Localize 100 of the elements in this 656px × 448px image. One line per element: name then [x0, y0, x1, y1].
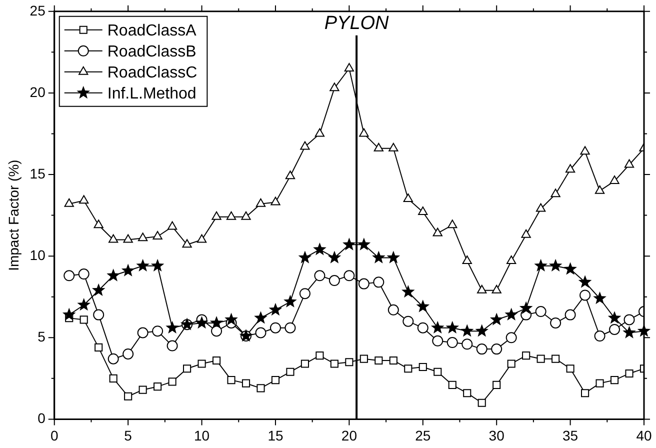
point [446, 320, 460, 334]
legend-label: RoadClassC [107, 64, 198, 82]
point [491, 344, 502, 355]
point [504, 308, 518, 320]
point [242, 379, 250, 388]
point [254, 311, 268, 324]
point [108, 234, 118, 243]
point [328, 275, 340, 286]
point [519, 301, 533, 314]
point [463, 389, 472, 398]
point [536, 354, 545, 363]
point [624, 159, 634, 168]
point [270, 196, 280, 206]
y-tick-label: 10 [30, 246, 46, 263]
point [416, 300, 430, 312]
point [506, 332, 517, 344]
point [373, 276, 384, 288]
point [460, 324, 474, 337]
point [374, 142, 384, 152]
point [136, 258, 150, 272]
point [550, 188, 560, 198]
point [330, 360, 338, 368]
point [432, 335, 444, 346]
point [564, 262, 577, 275]
point [330, 82, 340, 92]
point [402, 316, 414, 327]
point [271, 376, 280, 384]
point [138, 232, 148, 242]
point [78, 268, 90, 280]
point [123, 234, 133, 243]
point [625, 369, 634, 378]
point [109, 374, 118, 382]
point [448, 220, 458, 228]
point [624, 314, 635, 326]
point [195, 316, 208, 329]
point [492, 284, 502, 294]
point [345, 358, 354, 366]
point [580, 146, 590, 155]
point [211, 326, 222, 337]
x-tick-label: 15 [268, 427, 284, 444]
point [268, 302, 282, 316]
x-tick-label: 10 [194, 427, 210, 444]
point [166, 340, 178, 352]
point [77, 298, 91, 311]
point [284, 322, 296, 334]
point [492, 380, 501, 389]
point [138, 386, 147, 394]
point [241, 211, 251, 220]
point [64, 198, 74, 207]
point [401, 284, 415, 298]
point [548, 258, 562, 272]
point [476, 344, 488, 355]
point [93, 309, 104, 320]
point [285, 170, 296, 180]
point [212, 356, 221, 365]
point [298, 250, 312, 264]
point [507, 360, 516, 368]
point [328, 250, 342, 264]
y-tick-label: 15 [30, 165, 46, 182]
point [578, 275, 592, 288]
y-axis-title: Impact Factor (%) [5, 160, 22, 271]
point [610, 176, 620, 184]
x-tick-label: 5 [124, 427, 132, 444]
point [94, 343, 103, 352]
point [300, 141, 310, 150]
point [358, 278, 370, 290]
point [535, 306, 546, 318]
point [137, 327, 148, 338]
point [166, 320, 179, 334]
point [300, 360, 309, 368]
point [536, 203, 546, 212]
point [154, 382, 162, 391]
point [432, 228, 442, 236]
x-tick-label: 25 [415, 427, 431, 444]
point [198, 360, 206, 368]
point [122, 348, 134, 360]
y-tick-label: 0 [38, 410, 46, 426]
point [622, 326, 636, 338]
point [64, 270, 75, 282]
point [372, 250, 386, 264]
point [313, 242, 326, 256]
point [550, 317, 562, 328]
x-tick-label: 35 [562, 427, 578, 444]
point [506, 255, 516, 264]
point [314, 270, 326, 282]
point [344, 270, 355, 282]
point [521, 229, 531, 238]
point [79, 195, 89, 204]
point [286, 368, 294, 376]
y-tick-label: 20 [30, 84, 46, 100]
point [62, 308, 76, 320]
point [80, 316, 88, 324]
point [534, 258, 548, 272]
point [92, 283, 106, 296]
point [389, 356, 398, 365]
point [374, 356, 383, 365]
point [446, 337, 458, 348]
y-tick-label: 5 [38, 328, 46, 344]
point [462, 338, 473, 350]
point [342, 238, 356, 250]
